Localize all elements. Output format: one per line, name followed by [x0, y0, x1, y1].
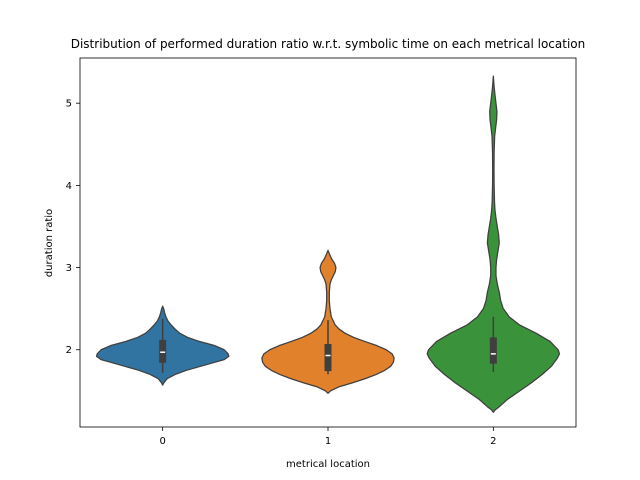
x-axis-label: metrical location	[286, 459, 370, 470]
violin-iqr-box-2	[489, 337, 497, 364]
x-tick-label-2: 2	[490, 436, 496, 447]
y-axis-label: duration ratio	[44, 209, 55, 277]
y-tick-label-4: 4	[66, 181, 72, 192]
x-axis-ticks: 0 1 2	[159, 427, 497, 447]
violin-iqr-box-1	[324, 343, 332, 372]
violin-iqr-box-0	[159, 339, 167, 363]
chart-title: Distribution of performed duration ratio…	[71, 37, 586, 51]
violin-body-2	[426, 75, 561, 413]
x-tick-label-1: 1	[325, 436, 331, 447]
y-tick-label-2: 2	[66, 345, 72, 356]
violins-layer	[95, 75, 561, 413]
y-tick-label-3: 3	[66, 263, 72, 274]
y-tick-label-5: 5	[66, 99, 72, 110]
x-tick-label-0: 0	[159, 436, 165, 447]
y-axis-ticks: 2 3 4 5	[66, 99, 80, 356]
